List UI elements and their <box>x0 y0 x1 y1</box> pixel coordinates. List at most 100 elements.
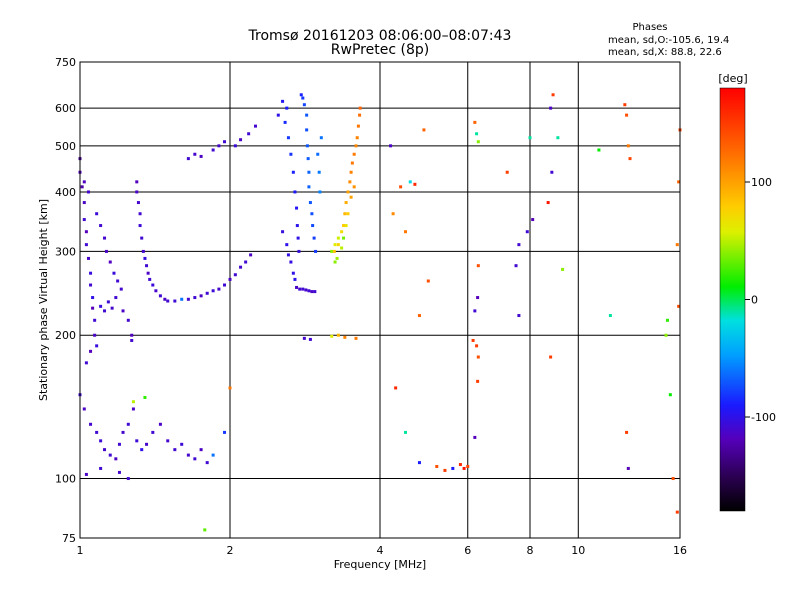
data-point <box>301 96 305 100</box>
data-point <box>403 230 407 234</box>
data-point <box>108 260 112 264</box>
data-point <box>675 510 679 514</box>
data-point <box>549 106 553 110</box>
data-point <box>199 294 203 298</box>
data-point <box>435 464 439 468</box>
data-point <box>136 201 140 205</box>
data-point <box>318 190 322 194</box>
x-tick-label: 6 <box>464 544 471 557</box>
data-point <box>180 297 184 301</box>
data-point <box>291 271 295 275</box>
x-tick-label: 10 <box>571 544 585 557</box>
data-point <box>84 230 88 234</box>
data-point <box>93 333 97 337</box>
data-point <box>332 249 336 253</box>
data-point <box>330 249 334 253</box>
data-point <box>664 333 668 337</box>
y-tick-label: 400 <box>55 186 76 199</box>
data-point <box>173 299 177 303</box>
data-point <box>140 448 144 452</box>
data-point <box>135 439 139 443</box>
data-point <box>471 338 475 342</box>
data-point <box>336 243 340 247</box>
data-point <box>335 256 339 260</box>
data-point <box>80 185 84 189</box>
data-point <box>476 140 480 144</box>
data-point <box>145 442 149 446</box>
data-point <box>349 170 353 174</box>
data-point <box>330 334 334 338</box>
data-point <box>110 306 114 310</box>
data-point <box>340 246 344 250</box>
data-point <box>462 466 466 470</box>
data-point <box>205 461 209 465</box>
data-point <box>625 430 629 434</box>
colorbar-tick-label: 0 <box>751 294 758 307</box>
data-point <box>608 314 612 318</box>
data-point <box>389 144 393 148</box>
data-point <box>473 120 477 124</box>
data-point <box>344 224 348 228</box>
data-point <box>356 124 360 128</box>
data-points <box>78 93 682 532</box>
data-point <box>352 152 356 156</box>
data-point <box>394 386 398 390</box>
data-point <box>145 264 149 268</box>
data-point <box>285 243 289 247</box>
data-point <box>199 448 203 452</box>
data-point <box>89 422 93 426</box>
data-point <box>293 277 297 281</box>
data-point <box>413 182 417 186</box>
data-point <box>186 297 190 301</box>
data-point <box>291 170 295 174</box>
data-point <box>668 393 672 397</box>
data-point <box>285 106 289 110</box>
data-point <box>301 287 305 291</box>
data-point <box>677 304 681 308</box>
data-point <box>143 395 147 399</box>
data-point <box>549 355 553 359</box>
data-point <box>84 243 88 247</box>
x-tick-label: 16 <box>673 544 687 557</box>
data-point <box>131 400 135 404</box>
data-point <box>154 289 158 293</box>
data-point <box>311 224 315 228</box>
data-point <box>623 103 627 107</box>
data-point <box>350 161 354 165</box>
data-point <box>340 230 344 234</box>
y-tick-label: 300 <box>55 245 76 258</box>
data-point <box>89 349 93 353</box>
data-point <box>223 140 227 144</box>
data-point <box>114 457 118 461</box>
data-point <box>293 190 297 194</box>
colorbar-tick-label: -100 <box>751 411 776 424</box>
data-point <box>305 128 309 132</box>
data-point <box>203 528 207 532</box>
data-point <box>665 318 669 322</box>
data-point <box>343 335 347 339</box>
data-point <box>140 236 144 240</box>
data-point <box>333 243 337 247</box>
data-point <box>473 309 477 313</box>
y-tick-label: 100 <box>55 473 76 486</box>
data-point <box>121 309 125 313</box>
data-point <box>180 442 184 446</box>
x-tick-label: 4 <box>377 544 384 557</box>
data-point <box>319 136 323 140</box>
data-point <box>316 152 320 156</box>
colorbar-tick-label: 100 <box>751 176 772 189</box>
data-point <box>297 249 301 253</box>
data-point <box>443 468 447 472</box>
data-point <box>223 430 227 434</box>
data-point <box>514 264 518 268</box>
data-point <box>476 379 480 383</box>
data-point <box>561 267 565 271</box>
data-point <box>336 333 340 337</box>
data-point <box>138 212 142 216</box>
data-point <box>403 430 407 434</box>
data-point <box>310 290 314 294</box>
grid-lines <box>79 61 681 539</box>
data-point <box>158 422 162 426</box>
data-point <box>95 430 99 434</box>
data-point <box>233 144 237 148</box>
